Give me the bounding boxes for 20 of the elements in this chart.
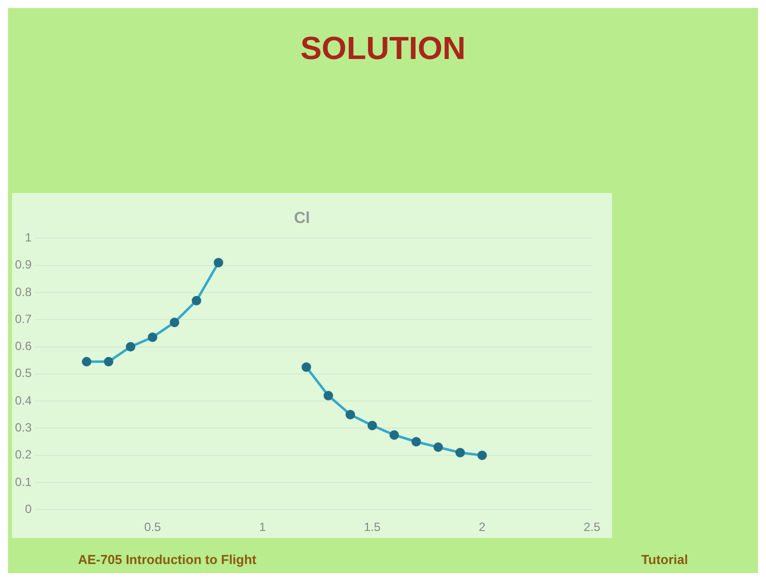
y-tick-label: 0.9 [14, 258, 32, 272]
x-tick-label: 2.5 [584, 520, 601, 534]
y-tick-label: 0.5 [14, 366, 32, 380]
y-tick-label: 0 [24, 502, 32, 516]
x-tick-label: 2 [478, 520, 486, 534]
text: AE-705 Introduction to Flight [78, 552, 256, 567]
y-tick-label: 0.6 [14, 339, 32, 354]
x-tick-label: 0.5 [144, 520, 162, 534]
y-tick-label: 0.4 [14, 393, 32, 408]
chart-title: SOLUTION [300, 30, 466, 66]
y-tick-label: 0.2 [14, 448, 32, 462]
y-tick-label: 0.1 [14, 474, 32, 489]
y-tick-label: 0.7 [14, 312, 32, 326]
y-tick-label: 0.8 [14, 284, 32, 299]
y-tick-label: 0.3 [14, 420, 32, 434]
text: Tutorial [641, 552, 688, 567]
x-tick-label: 1 [259, 520, 266, 534]
x-tick-label: 1.5 [364, 520, 381, 534]
chart-subtitle: Cl [294, 210, 310, 228]
y-tick-label: 1 [24, 230, 32, 245]
